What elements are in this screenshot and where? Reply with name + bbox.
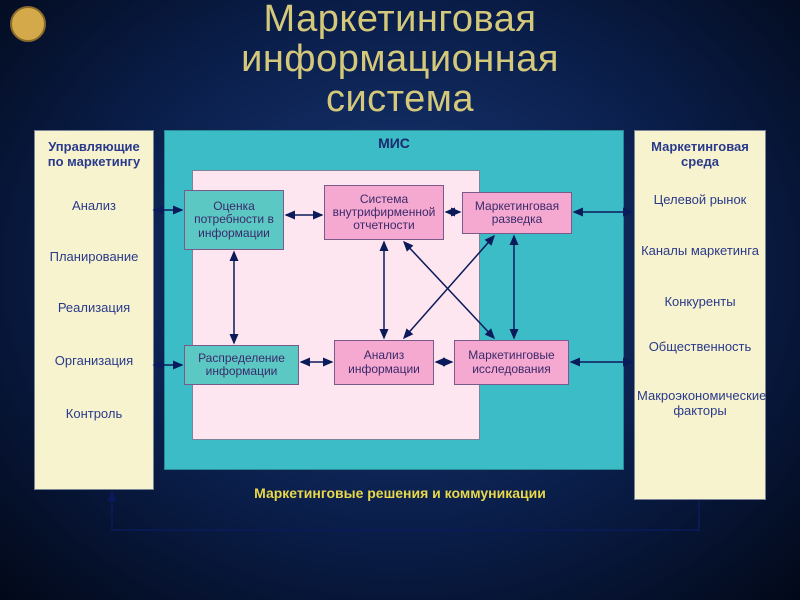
right-panel-header: Маркетинговая среда xyxy=(635,131,765,175)
node-marketing-intel: Маркетинговая разведка xyxy=(462,192,572,234)
left-panel-header: Управляющие по маркетингу xyxy=(35,131,153,175)
left-item: Анализ xyxy=(35,195,153,218)
right-item: Целевой рынок xyxy=(635,189,765,212)
node-marketing-research: Маркетинговые исследования xyxy=(454,340,569,385)
page-title: Маркетинговая информационная система xyxy=(0,0,800,120)
node-internal-reporting: Система внутрифирменной отчетности xyxy=(324,185,444,240)
right-item: Конкуренты xyxy=(635,291,765,314)
footer-label: Маркетинговые решения и коммуникации xyxy=(34,485,766,501)
right-panel: Маркетинговая среда Целевой рынок Каналы… xyxy=(634,130,766,500)
right-item: Макроэкономические факторы xyxy=(635,385,765,423)
left-item: Контроль xyxy=(35,403,153,426)
left-panel: Управляющие по маркетингу Анализ Планиро… xyxy=(34,130,154,490)
node-analyze-info: Анализ информации xyxy=(334,340,434,385)
center-title: МИС xyxy=(165,135,623,151)
logo-badge xyxy=(10,6,46,42)
title-line-2: информационная xyxy=(0,40,800,80)
left-item: Организация xyxy=(35,350,153,373)
diagram-stage: Управляющие по маркетингу Анализ Планиро… xyxy=(34,130,766,500)
left-item: Планирование xyxy=(35,246,153,269)
node-distribute-info: Распределение информации xyxy=(184,345,299,385)
right-item: Общественность xyxy=(635,336,765,359)
node-evaluate-needs: Оценка потребности в информации xyxy=(184,190,284,250)
title-line-1: Маркетинговая xyxy=(0,0,800,40)
left-item: Реализация xyxy=(35,297,153,320)
right-item: Каналы маркетинга xyxy=(635,240,765,263)
title-line-3: система xyxy=(0,80,800,120)
